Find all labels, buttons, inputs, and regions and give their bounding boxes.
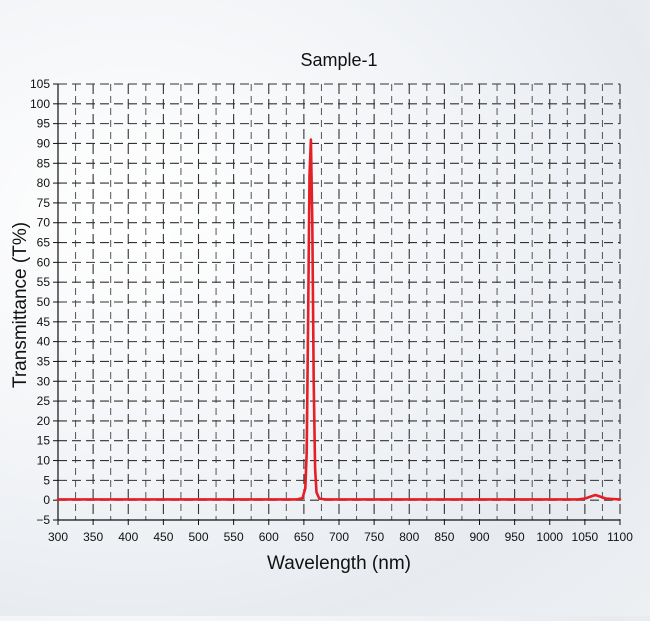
y-axis-label: Transmittance (T%)	[10, 222, 31, 388]
x-tick-label: 1000	[536, 530, 563, 544]
x-tick-label: 650	[294, 530, 314, 544]
grid-lines	[58, 83, 621, 521]
chart-title: Sample-1	[300, 50, 377, 70]
y-tick-label: 95	[37, 117, 51, 131]
y-tick-label: 20	[37, 414, 51, 428]
x-tick-label: 950	[505, 530, 525, 544]
x-tick-label: 700	[329, 530, 349, 544]
x-tick-label: 400	[118, 530, 138, 544]
x-tick-label: 1050	[572, 530, 599, 544]
x-tick-label: 900	[469, 530, 489, 544]
y-tick-label: 25	[37, 394, 51, 408]
y-tick-label: 75	[37, 196, 51, 210]
y-tick-label: 5	[43, 473, 50, 487]
y-tick-label: 85	[37, 156, 51, 170]
x-tick-label: 350	[83, 530, 103, 544]
y-tick-label: 105	[30, 77, 50, 91]
y-tick-label: 10	[37, 454, 51, 468]
y-tick-labels: −5 0 5 10 15 20 25 30 35 40 45 50 55 60 65 70 75 80 85 90 95…	[30, 77, 50, 527]
y-tick-label: −5	[36, 513, 50, 527]
x-tick-label: 300	[48, 530, 68, 544]
axes	[53, 83, 621, 525]
x-tick-label: 500	[188, 530, 208, 544]
x-tick-label: 750	[364, 530, 384, 544]
x-axis-label: Wavelength (nm)	[267, 553, 411, 574]
x-tick-label: 450	[153, 530, 173, 544]
y-tick-label: 55	[37, 275, 51, 289]
y-tick-label: 15	[37, 434, 51, 448]
series-layer	[56, 138, 622, 501]
y-tick-label: 60	[37, 255, 51, 269]
x-tick-label: 600	[259, 530, 279, 544]
x-tick-label: 1100	[607, 530, 633, 544]
y-tick-label: 100	[30, 97, 50, 111]
x-tick-label: 800	[399, 530, 419, 544]
x-tick-labels: 300 350 400 450 500 550 600 650 700 750 800 850 900 9…	[48, 530, 633, 544]
transmittance-series-line	[56, 138, 622, 501]
y-tick-label: 35	[37, 354, 51, 368]
y-tick-label: 70	[37, 216, 51, 230]
y-tick-label: 40	[37, 335, 51, 349]
y-tick-label: 50	[37, 295, 51, 309]
y-tick-label: 45	[37, 315, 51, 329]
y-tick-label: 80	[37, 176, 51, 190]
x-tick-label: 550	[224, 530, 244, 544]
y-tick-label: 65	[37, 236, 51, 250]
x-tick-label: 850	[434, 530, 454, 544]
y-tick-label: 30	[37, 374, 51, 388]
y-tick-label: 0	[43, 493, 50, 507]
y-tick-label: 90	[37, 136, 51, 150]
